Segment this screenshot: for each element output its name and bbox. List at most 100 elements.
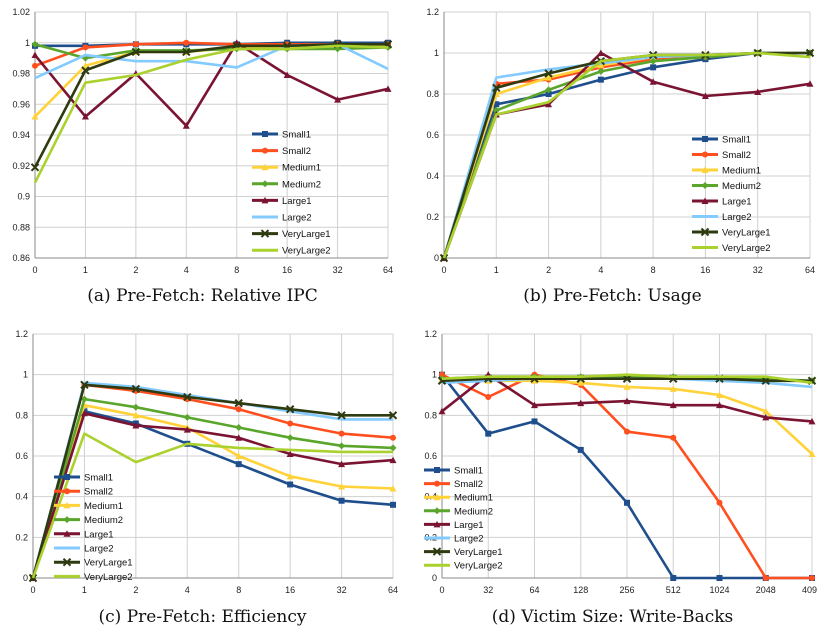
- data-point: [80, 395, 88, 403]
- legend-marker: [702, 151, 708, 158]
- data-point: [131, 47, 141, 57]
- marker-stroke: [337, 411, 346, 420]
- data-point: [809, 575, 815, 581]
- legend-marker: [701, 197, 709, 204]
- legend-label: Large1: [282, 196, 312, 207]
- series-line: [33, 44, 389, 184]
- axes: [32, 334, 393, 579]
- legend-marker: [433, 520, 441, 528]
- x-tick-label: 64: [383, 265, 393, 275]
- chart-d-svg: 00.20.40.60.811.203264128256512102420484…: [424, 329, 817, 595]
- data-point: [334, 96, 342, 103]
- x-tick-label: 64: [529, 585, 539, 595]
- series-line: [33, 42, 388, 168]
- legend-marker: [701, 182, 709, 189]
- marker-stroke: [260, 229, 270, 238]
- legend-label: Medium1: [722, 166, 761, 177]
- series-line: [31, 432, 393, 579]
- data-point: [82, 44, 89, 51]
- y-tick-label: 0.2: [426, 212, 439, 222]
- x-tick-label: 8: [651, 265, 656, 275]
- chart-c-svg: 0 0.2 0.4 0.6 0.8 1 1.2 0 1 2 4 8 16 32 64 Small1 Small2…: [15, 329, 398, 595]
- data-point: [485, 430, 492, 437]
- y-tick-label: 0.6: [15, 451, 28, 461]
- data-point: [492, 83, 501, 93]
- marker-stroke: [80, 380, 89, 390]
- y-tick-label: 0.92: [12, 161, 30, 171]
- gridlines: [32, 333, 394, 579]
- legend-item: Medium2: [424, 506, 493, 517]
- data-point: [624, 428, 630, 435]
- series-verylarge2: [442, 51, 811, 259]
- data-point: [701, 92, 709, 100]
- data-point: [338, 497, 345, 504]
- chart-panel-d: 00.20.40.60.811.203264128256512102420484…: [408, 322, 817, 635]
- y-tick-label: 1: [25, 38, 30, 48]
- legend: Small1 Small2 Medium1 Medium2 Large1 Large2 Ve…: [424, 466, 503, 572]
- y-tick-label: 0: [432, 573, 437, 583]
- legend-item: Small1: [54, 473, 113, 484]
- legend-marker: [63, 530, 71, 537]
- data-point: [545, 86, 553, 94]
- legend-item: Medium1: [692, 166, 761, 177]
- legend-item: Large2: [54, 544, 114, 555]
- data-point: [624, 499, 630, 506]
- legend-item: VeryLarge1: [424, 547, 503, 558]
- data-point: [390, 434, 396, 441]
- legend-marker: [63, 501, 71, 509]
- chart-panel-b: 0 0.2 0.4 0.6 0.8 1 1.2 0 1 2 4 8 16 32 64 Small1 Small2…: [408, 0, 817, 315]
- x-tick-label: 512: [666, 585, 681, 595]
- data-point: [762, 413, 770, 421]
- legend-item: Small1: [424, 466, 483, 477]
- legend-label: VeryLarge1: [282, 229, 331, 240]
- series-line: [441, 373, 813, 385]
- series-line: [31, 397, 394, 579]
- legend-item: VeryLarge2: [692, 243, 771, 254]
- chart-b-caption: (b) Pre-Fetch: Usage: [523, 286, 702, 306]
- data-point: [808, 417, 816, 425]
- data-point: [439, 371, 445, 378]
- data-point: [31, 113, 39, 120]
- data-point: [183, 426, 191, 433]
- x-tick-label: 128: [573, 585, 588, 595]
- data-point: [132, 411, 140, 419]
- data-point: [338, 430, 345, 437]
- data-point: [762, 407, 770, 415]
- x-tick-label: 4096: [802, 585, 817, 595]
- legend-item: Large2: [252, 213, 312, 224]
- data-point: [80, 380, 89, 390]
- series-line: [31, 410, 394, 579]
- series-line: [33, 41, 389, 128]
- data-point: [438, 407, 446, 415]
- x-tick-label: 0: [32, 265, 37, 275]
- legend-item: Small2: [54, 487, 113, 498]
- legend-item: Large1: [54, 529, 114, 540]
- chart-panel-c: 0 0.2 0.4 0.6 0.8 1 1.2 0 1 2 4 8 16 32 64 Small1 Small2…: [0, 322, 405, 635]
- data-point: [623, 383, 631, 390]
- x-tick-label: 1: [494, 265, 499, 275]
- legend-label: VeryLarge2: [282, 246, 331, 257]
- marker-stroke: [30, 163, 40, 172]
- data-point: [338, 460, 346, 468]
- legend-label: VeryLarge1: [84, 558, 133, 569]
- legend-label: Medium2: [84, 515, 123, 526]
- data-point: [30, 163, 40, 172]
- legend-marker: [262, 147, 268, 154]
- gridlines: [443, 11, 811, 259]
- legend-marker: [433, 493, 441, 501]
- legend-marker: [434, 480, 440, 487]
- series-verylarge2: [33, 44, 389, 184]
- y-tick-label: 0.88: [12, 222, 30, 232]
- y-tick-label: 0: [23, 573, 28, 583]
- legend-item: Medium1: [54, 501, 123, 512]
- data-point: [597, 49, 605, 56]
- data-point: [623, 397, 631, 405]
- legend-marker: [63, 516, 71, 524]
- data-point: [131, 384, 141, 394]
- legend-label: Large2: [84, 544, 114, 555]
- legend-item: Small2: [424, 479, 483, 490]
- marker-stroke: [544, 69, 553, 78]
- chart-d-caption: (d) Victim Size: Write-Backs: [491, 607, 734, 627]
- chart-panel-a: 0.86 0.88 0.9 0.92 0.94 0.96 0.98 1 1.02 0 1 2 4 8 16 3…: [0, 0, 405, 315]
- data-point: [287, 420, 294, 427]
